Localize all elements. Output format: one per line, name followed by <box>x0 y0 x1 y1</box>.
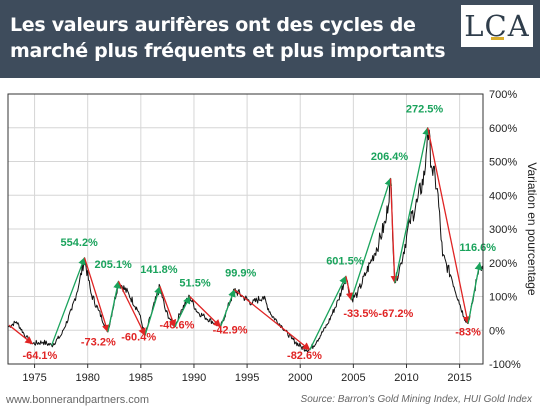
loss-cycle-arrow <box>345 276 354 301</box>
x-tick-label: 2010 <box>394 372 418 384</box>
y-tick-label: 300% <box>489 224 517 236</box>
y-tick-label: 600% <box>489 123 517 135</box>
loss-cycle-label: -83% <box>455 326 481 338</box>
x-tick-label: 1985 <box>129 372 153 384</box>
y-tick-label: 500% <box>489 157 517 169</box>
loss-cycle-label: -64.1% <box>22 350 57 362</box>
loss-cycle-label: -82.6% <box>287 350 322 362</box>
gain-cycle-arrow <box>467 261 483 324</box>
lca-logo: LCA <box>461 5 533 47</box>
title-line-1: Les valeurs aurifères ont des cycles de <box>10 14 416 36</box>
gain-cycle-label: 141.8% <box>140 264 178 276</box>
gain-cycle-arrow <box>350 177 393 301</box>
loss-cycle-arrow <box>83 257 110 333</box>
gain-cycle-label: 99.9% <box>225 267 256 279</box>
gain-cycle-arrow <box>174 295 191 328</box>
x-tick-label: 2000 <box>288 372 312 384</box>
logo-accent-bar <box>491 37 504 40</box>
gain-cycle-label: 206.4% <box>371 151 409 163</box>
y-tick-label: 400% <box>489 190 517 202</box>
gain-cycle-arrow <box>50 256 86 346</box>
loss-cycle-arrow <box>389 178 399 284</box>
x-tick-label: 1995 <box>235 372 259 384</box>
loss-cycle-arrow <box>159 286 177 328</box>
gain-cycle-label: 51.5% <box>179 277 210 289</box>
gain-cycle-label: 554.2% <box>61 237 99 249</box>
loss-cycle-label: -60.4% <box>121 331 156 343</box>
chart-title: Les valeurs aurifères ont des cycles de … <box>10 12 450 64</box>
gain-cycle-label: 116.6% <box>459 242 496 254</box>
header-banner: Les valeurs aurifères ont des cycles de … <box>0 0 540 78</box>
axes: -100% 0% 100% 200% 300% 400% 500% 600% 700% 1975 1… <box>7 89 539 384</box>
loss-cycle-arrow <box>117 281 146 337</box>
y-axis-label: Variation en pourcentage <box>525 162 539 296</box>
y-tick-label: 700% <box>489 89 517 101</box>
loss-cycle-label: -33.5% <box>343 308 378 320</box>
y-tick-label: 0% <box>489 325 505 337</box>
grid <box>8 93 483 365</box>
loss-cycle-arrow <box>8 324 34 345</box>
gain-cycle-label: 601.5% <box>326 255 364 267</box>
gain-cycle-arrow <box>394 126 431 284</box>
footer-source: Source: Barron's Gold Mining Index, HUI … <box>300 394 532 405</box>
cycle-labels: 554.2% -64.1% -73.2% 205.1% -60.4% 141.8% -46.… <box>22 104 496 362</box>
gain-cycle-arrow <box>309 275 347 351</box>
loss-cycle-label: -46.6% <box>160 320 195 332</box>
gain-cycle-arrow <box>144 285 162 336</box>
footer-website: www.bonnerandpartners.com <box>6 394 150 406</box>
y-tick-label: 200% <box>489 258 517 270</box>
x-tick-label: 1990 <box>182 372 206 384</box>
gain-cycle-label: 272.5% <box>406 104 444 116</box>
x-tick-label: 1980 <box>75 372 99 384</box>
x-tick-label: 1975 <box>22 372 46 384</box>
title-line-2: marché plus fréquents et plus importants <box>10 40 446 62</box>
loss-cycle-arrow <box>189 296 222 328</box>
x-tick-label: 2015 <box>447 372 471 384</box>
cycle-arrows <box>8 126 483 351</box>
x-tick-label: 2005 <box>341 372 365 384</box>
loss-cycle-arrow <box>233 289 311 351</box>
gain-cycle-label: 205.1% <box>95 259 133 271</box>
gold-index-line <box>7 127 484 353</box>
loss-cycle-label: -73.2% <box>81 336 116 348</box>
plot-frame <box>7 93 484 365</box>
loss-cycle-label: -67.2% <box>378 308 413 320</box>
loss-cycle-label: -42.9% <box>213 325 248 337</box>
y-tick-label: -100% <box>489 359 521 371</box>
loss-cycle-arrow <box>427 127 471 325</box>
series-layer <box>7 127 484 353</box>
gain-cycle-arrow <box>219 289 236 328</box>
gain-cycle-arrow <box>107 280 121 333</box>
chart-plot: 554.2% -64.1% -73.2% 205.1% -60.4% 141.8% -46.… <box>7 89 539 384</box>
y-tick-label: 100% <box>489 292 517 304</box>
